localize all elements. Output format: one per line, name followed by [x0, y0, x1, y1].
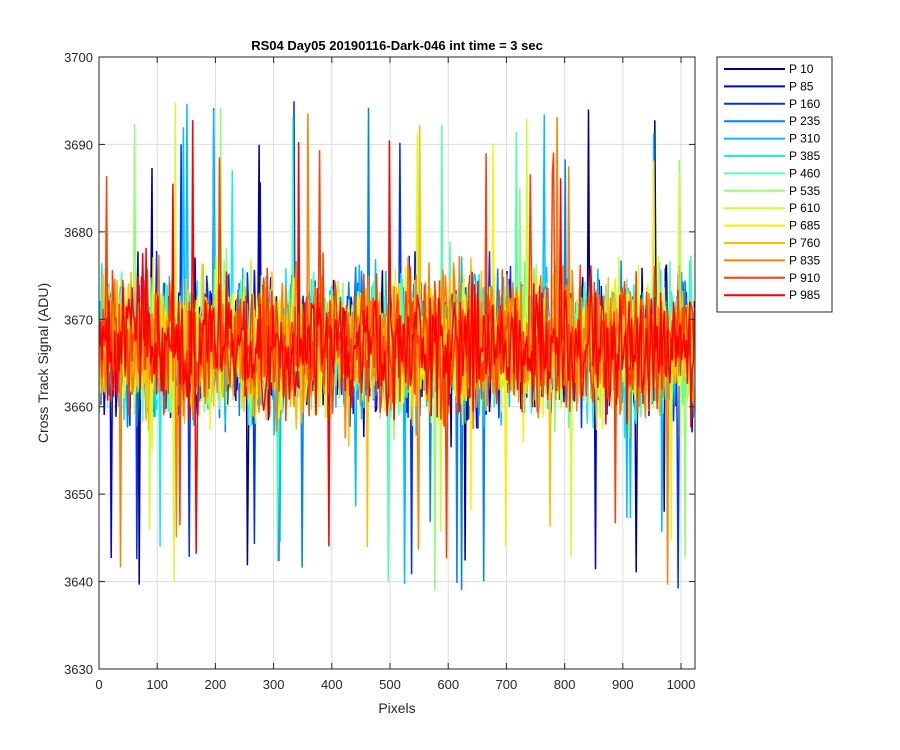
y-tick-label: 3640 [64, 575, 93, 590]
x-tick-label: 800 [554, 677, 576, 692]
legend-label: P 910 [789, 271, 820, 285]
y-tick-label: 3670 [64, 312, 93, 327]
x-tick-label: 400 [321, 677, 343, 692]
legend-label: P 460 [789, 166, 820, 180]
legend-label: P 760 [789, 236, 820, 250]
x-tick-label: 1000 [667, 677, 696, 692]
legend-label: P 385 [789, 149, 820, 163]
x-tick-label: 0 [95, 677, 102, 692]
legend-label: P 535 [789, 184, 820, 198]
legend-label: P 85 [789, 79, 814, 93]
legend-label: P 310 [789, 132, 820, 146]
legend-label: P 835 [789, 253, 820, 267]
y-tick-label: 3630 [64, 662, 93, 677]
legend-box [716, 56, 833, 313]
plot-area-border [98, 56, 696, 670]
x-tick-label: 300 [263, 677, 285, 692]
series-lines [98, 101, 696, 591]
x-tick-label: 100 [146, 677, 168, 692]
y-tick-label: 3650 [64, 487, 93, 502]
legend: P 10 P 85 P 160 P 235 P 310 P 385 P 460 P 535 P … [716, 56, 833, 313]
y-tick-label: 3660 [64, 400, 93, 415]
legend-label: P 610 [789, 201, 820, 215]
x-tick-label: 600 [437, 677, 459, 692]
legend-label: P 685 [789, 219, 820, 233]
series-line [98, 120, 696, 554]
legend-label: P 10 [789, 62, 814, 76]
chart-title: RS04 Day05 20190116-Dark-046 int time = … [251, 38, 543, 53]
axis-ticks: 0 100 200 300 400 500 600 700 800 900 1000 3630 3640… [64, 50, 695, 692]
y-axis-label: Cross Track Signal (ADU) [35, 283, 51, 443]
x-tick-label: 700 [496, 677, 518, 692]
y-tick-label: 3680 [64, 225, 93, 240]
x-axis-label: Pixels [378, 700, 415, 716]
x-tick-label: 900 [612, 677, 634, 692]
x-tick-label: 200 [205, 677, 227, 692]
y-tick-label: 3690 [64, 137, 93, 152]
legend-label: P 235 [789, 114, 820, 128]
y-tick-label: 3700 [64, 50, 93, 65]
x-tick-label: 500 [379, 677, 401, 692]
legend-label: P 160 [789, 97, 820, 111]
legend-label: P 985 [789, 288, 820, 302]
